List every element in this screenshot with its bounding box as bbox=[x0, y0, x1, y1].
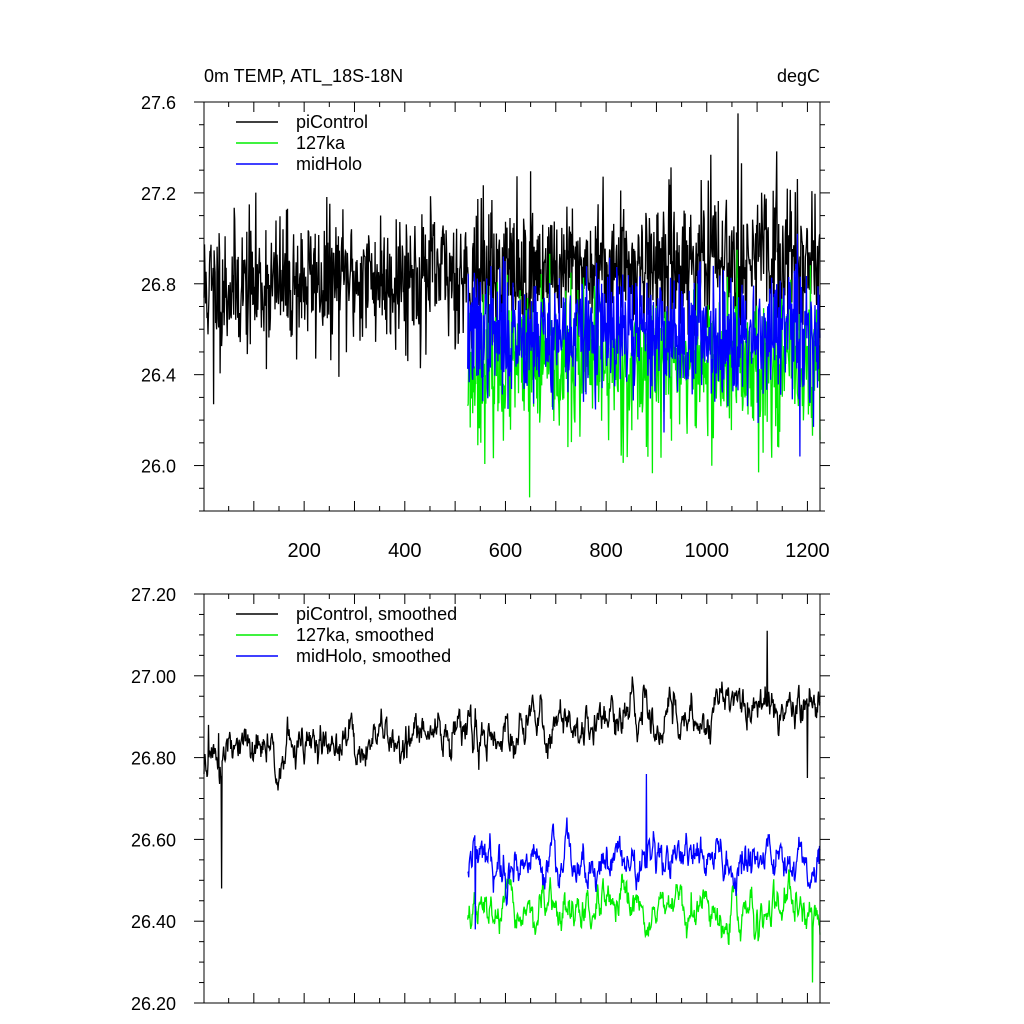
y-tick-label: 27.20 bbox=[131, 585, 176, 605]
y-tick-label: 26.40 bbox=[131, 912, 176, 932]
series-line-midholo bbox=[467, 773, 821, 930]
y-tick-label: 26.8 bbox=[141, 275, 176, 295]
top-panel: 0m TEMP, ATL_18S-18N degC 200 400 600 800 10… bbox=[141, 66, 830, 562]
y-tick-label: 26.20 bbox=[131, 994, 176, 1014]
x-tick-label: 1200 bbox=[785, 540, 830, 562]
legend-label: 127ka bbox=[296, 133, 346, 153]
legend-label: 127ka, smoothed bbox=[296, 625, 434, 645]
legend-label: midHolo, smoothed bbox=[296, 646, 451, 666]
series-line-127ka bbox=[467, 869, 821, 983]
x-tick-label: 400 bbox=[388, 540, 421, 562]
top-series-group bbox=[203, 113, 821, 498]
top-title-left: 0m TEMP, ATL_18S-18N bbox=[204, 66, 403, 87]
top-title-right: degC bbox=[777, 66, 820, 86]
legend-label: piControl bbox=[296, 112, 368, 132]
series-line-midholo bbox=[467, 233, 821, 457]
legend-label: midHolo bbox=[296, 154, 362, 174]
series-line-picontrol bbox=[203, 630, 821, 889]
y-tick-label: 26.60 bbox=[131, 830, 176, 850]
y-tick-label: 27.6 bbox=[141, 93, 176, 113]
x-tick-label: 800 bbox=[589, 540, 622, 562]
bottom-series-group bbox=[203, 630, 821, 983]
bottom-panel: 26.20 26.40 26.60 26.80 27.00 27.20 piControl… bbox=[131, 585, 830, 1014]
y-tick-label: 27.2 bbox=[141, 184, 176, 204]
y-tick-label: 26.80 bbox=[131, 749, 176, 769]
top-axes: 200 400 600 800 1000 1200 26.0 26.4 26.8 27.2 27.6 bbox=[141, 93, 830, 562]
x-tick-label: 600 bbox=[489, 540, 522, 562]
x-tick-label: 200 bbox=[287, 540, 320, 562]
y-tick-label: 26.4 bbox=[141, 366, 176, 386]
bottom-axes: 26.20 26.40 26.60 26.80 27.00 27.20 bbox=[131, 585, 830, 1014]
y-tick-label: 27.00 bbox=[131, 667, 176, 687]
x-tick-label: 1000 bbox=[685, 540, 730, 562]
legend-label: piControl, smoothed bbox=[296, 604, 457, 624]
y-tick-label: 26.0 bbox=[141, 457, 176, 477]
